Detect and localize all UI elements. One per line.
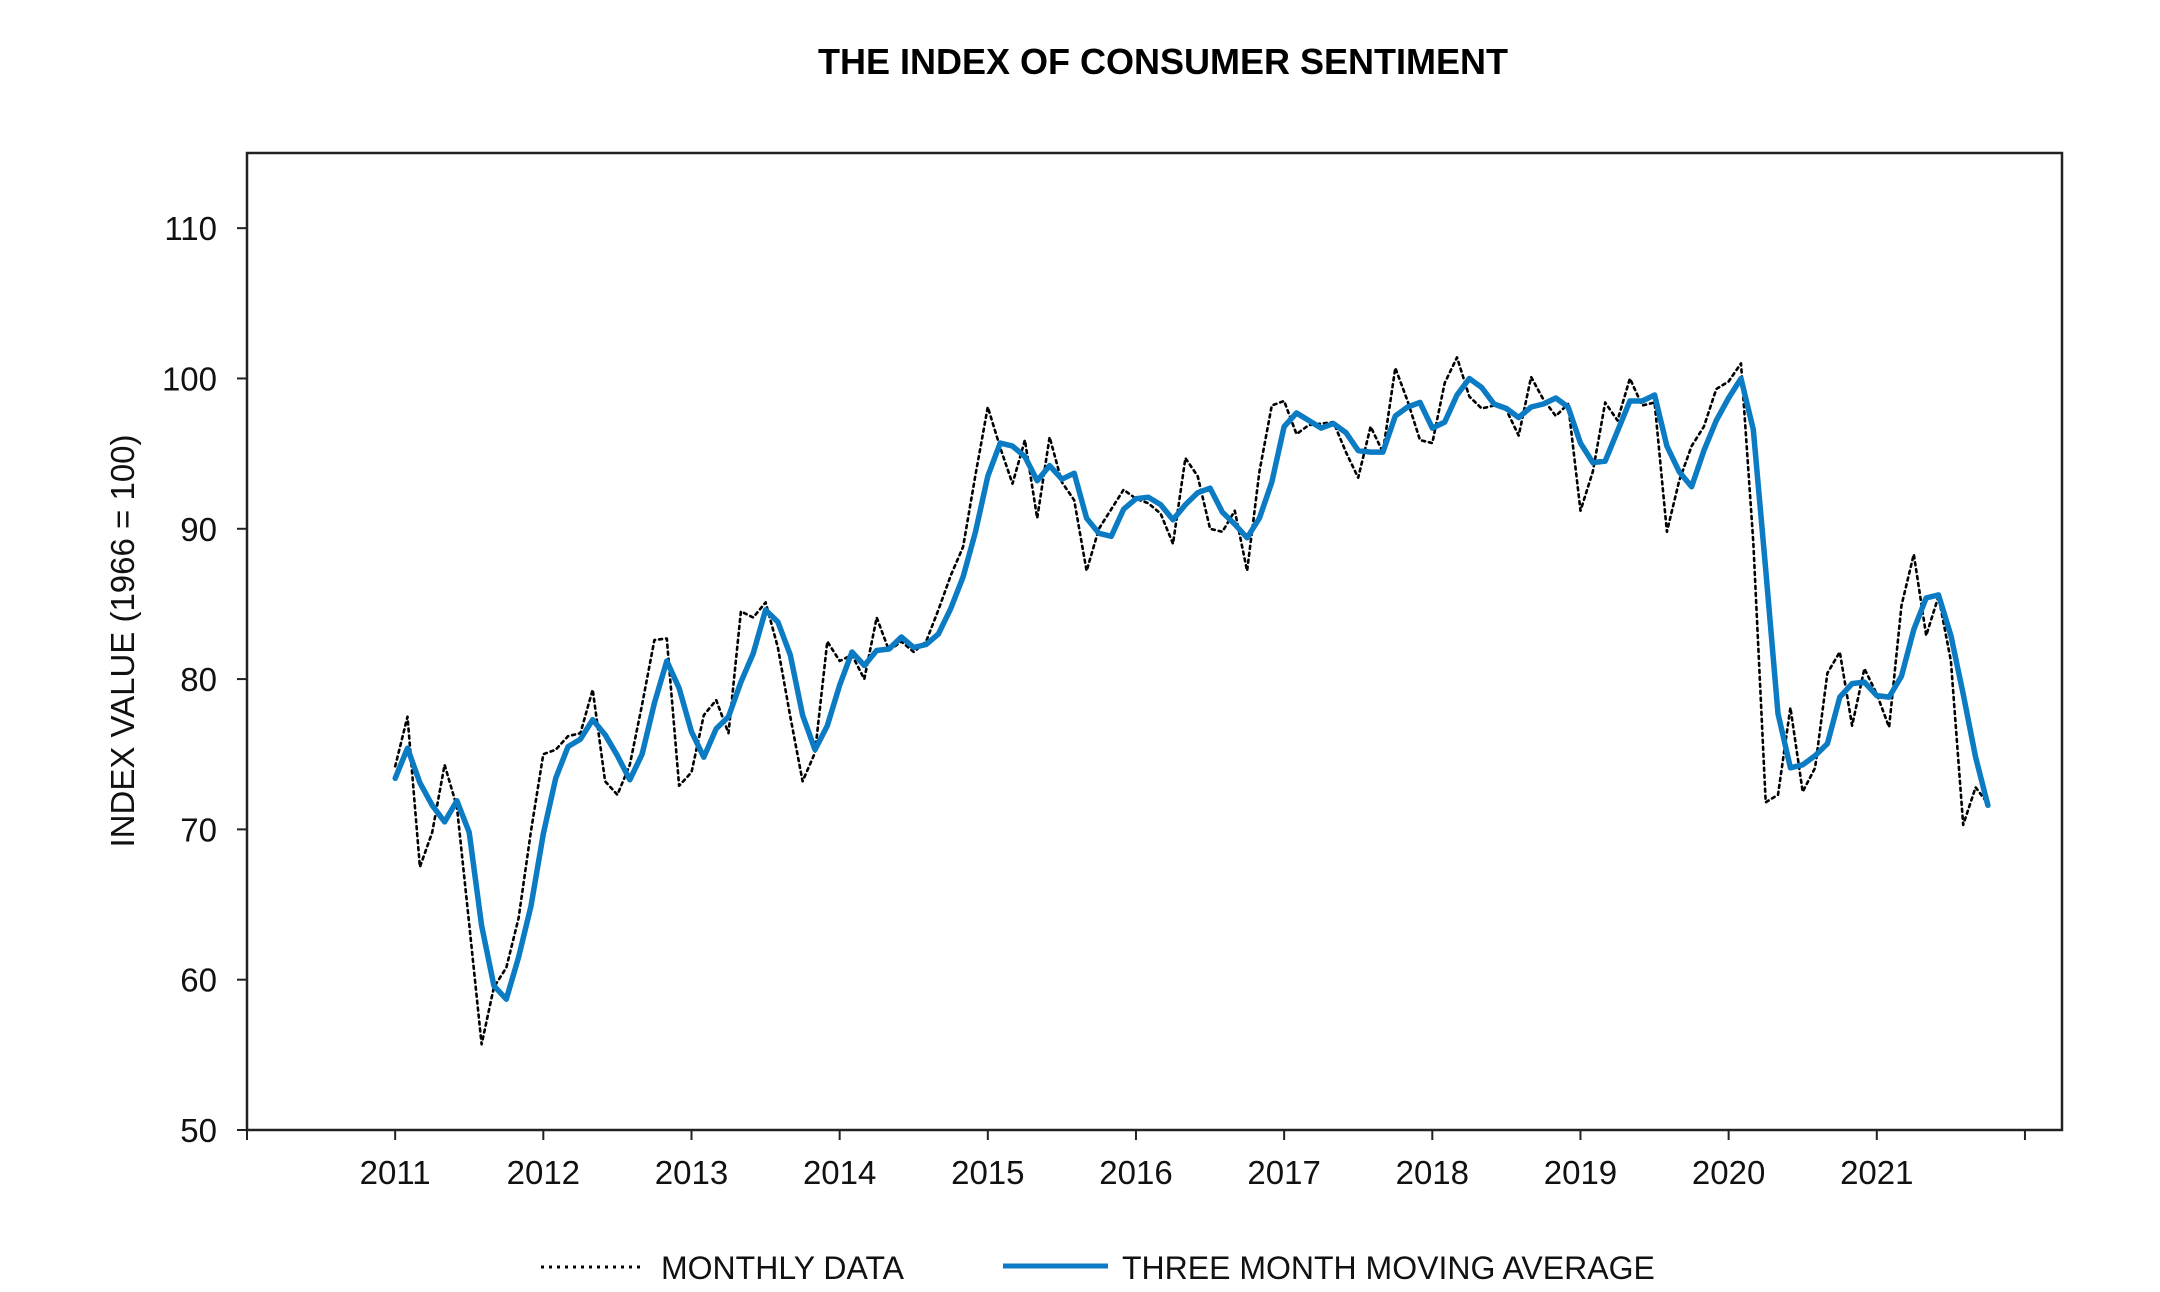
y-tick-label: 100 [162,360,217,397]
x-tick-label: 2013 [655,1154,728,1191]
chart-title: THE INDEX OF CONSUMER SENTIMENT [818,41,1508,82]
series-line-three-month-moving-average [392,375,1991,1002]
series-layer [392,356,1991,1046]
series-line-monthly-data [393,356,1990,1046]
legend-label-monthly-data: MONTHLY DATA [661,1250,905,1286]
x-tick-label: 2020 [1692,1154,1765,1191]
x-tick-label: 2015 [951,1154,1024,1191]
plot-frame [245,151,2064,1132]
y-tick-label: 80 [180,661,217,698]
y-tick-label: 90 [180,511,217,548]
x-tick-label: 2019 [1544,1154,1617,1191]
x-tick-label: 2011 [360,1154,431,1191]
x-tick-label: 2017 [1247,1154,1320,1191]
legend-label-three-month-moving-average: THREE MONTH MOVING AVERAGE [1122,1250,1655,1286]
x-tick-label: 2016 [1099,1154,1172,1191]
y-axis-title: INDEX VALUE (1966 = 100) [104,434,141,847]
y-tick-label: 110 [164,210,217,247]
y-axis-ticks: 50 60 70 80 90 100 110 [162,210,247,1149]
x-tick-label: 2012 [507,1154,580,1191]
legend: MONTHLY DATA THREE MONTH MOVING AVERAGE [541,1250,1655,1286]
x-tick-label: 2018 [1396,1154,1469,1191]
x-axis-ticks: 2011 2012 2013 2014 2015 2016 2017 2018 2019 2020… [246,1130,2026,1191]
y-tick-label: 60 [180,962,217,999]
y-tick-label: 70 [180,811,217,848]
y-tick-label: 50 [180,1112,217,1149]
x-tick-label: 2021 [1840,1154,1913,1191]
x-tick-label: 2014 [803,1154,876,1191]
